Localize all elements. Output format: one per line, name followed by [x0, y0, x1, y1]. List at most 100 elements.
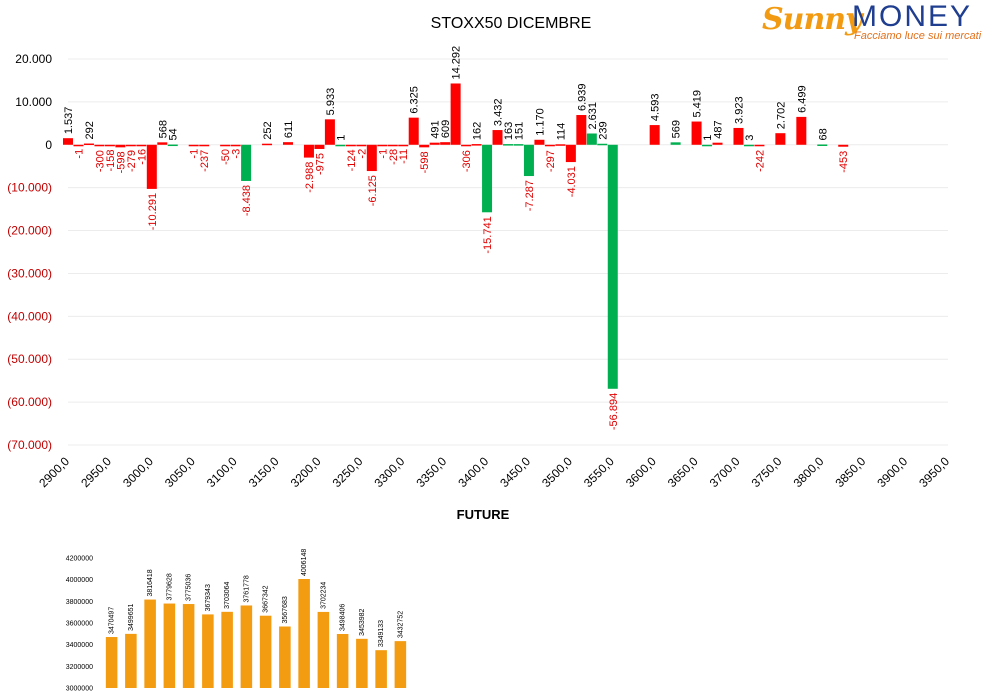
- data-label: -56.894: [608, 393, 620, 430]
- x-tick-label: 2900,0: [36, 454, 72, 490]
- bar: [565, 144, 576, 163]
- bar: [429, 142, 440, 145]
- data-label: 6.499: [796, 85, 808, 113]
- bar: [398, 144, 409, 147]
- bar: [314, 144, 325, 149]
- bar: [83, 143, 94, 146]
- x-tick-label: 3200,0: [288, 454, 324, 490]
- bar: [523, 144, 534, 177]
- future-bar: [317, 611, 330, 688]
- data-label: -15.741: [482, 216, 494, 253]
- data-label: 54: [168, 128, 180, 140]
- sunny-money-logo: Sunny MONEY Facciamo luce sui mercati: [760, 0, 982, 46]
- main-data-labels: 1.537-1292-300-158-598-279-16-10.2915685…: [63, 46, 850, 430]
- data-label: -3: [231, 149, 243, 159]
- data-label: 162: [472, 122, 484, 140]
- data-label: -279: [126, 150, 138, 172]
- data-label: 151: [513, 122, 525, 140]
- future-data-label: 3498406: [340, 604, 347, 631]
- data-label: 6.939: [576, 83, 588, 111]
- y-tick-label: (60.000): [7, 395, 52, 409]
- data-label: -1: [73, 149, 85, 159]
- logo-money-text: MONEY: [852, 0, 973, 33]
- data-label: 2.702: [775, 102, 787, 130]
- y-tick-label: (30.000): [7, 266, 52, 280]
- y-tick-label: (10.000): [7, 181, 52, 195]
- bar: [450, 83, 461, 145]
- future-y-tick-label: 4000000: [66, 577, 93, 584]
- data-label: -237: [199, 150, 211, 172]
- future-bar: [105, 637, 118, 688]
- future-bar: [259, 615, 272, 688]
- x-tick-label: 3950,0: [916, 454, 952, 490]
- data-label: -16: [136, 149, 148, 165]
- y-tick-label: 10.000: [15, 95, 52, 109]
- x-tick-label: 3100,0: [204, 454, 240, 490]
- bar: [366, 144, 377, 172]
- future-bar: [298, 579, 310, 688]
- bar: [283, 142, 293, 145]
- data-label: 491: [430, 120, 442, 138]
- logo-tagline: Facciamo luce sui mercati: [854, 30, 982, 42]
- bar: [534, 139, 545, 145]
- future-data-label: 3761778: [243, 575, 250, 602]
- x-tick-label: 3450,0: [497, 454, 533, 490]
- bar: [167, 144, 178, 147]
- future-data-label: 3775036: [186, 574, 193, 601]
- future-bar: [356, 638, 368, 688]
- data-label: 569: [671, 120, 683, 138]
- data-label: -2: [356, 149, 368, 159]
- x-tick-label: 3150,0: [246, 454, 282, 490]
- bar: [230, 144, 241, 147]
- data-label: 68: [817, 128, 829, 140]
- bar: [838, 144, 849, 147]
- main-bars: [63, 83, 849, 389]
- data-label: -158: [105, 149, 117, 171]
- data-label: -453: [838, 151, 850, 173]
- bar: [125, 144, 136, 147]
- bar: [440, 142, 451, 145]
- data-label: 3: [744, 135, 756, 141]
- data-label: -242: [754, 150, 766, 172]
- bar: [104, 144, 115, 147]
- future-y-tick-label: 3600000: [66, 621, 93, 628]
- future-y-tick-label: 3000000: [66, 686, 93, 693]
- data-label: 114: [555, 123, 567, 141]
- bar: [461, 144, 472, 147]
- x-tick-label: 3850,0: [832, 454, 868, 490]
- main-x-axis: 2900,0 2950,0 3000,0 3050,0 3100,0 3150,0 3200…: [36, 454, 952, 490]
- data-label: 252: [262, 121, 274, 139]
- x-tick-label: 2950,0: [78, 454, 114, 490]
- data-label: -50: [220, 149, 232, 165]
- bar: [796, 116, 807, 145]
- chart-title: STOXX50 DICEMBRE: [431, 15, 592, 32]
- data-label: 487: [713, 120, 725, 138]
- future-y-tick-label: 3800000: [66, 599, 93, 606]
- x-tick-label: 3300,0: [372, 454, 408, 490]
- bar: [356, 144, 367, 147]
- data-label: -1: [189, 149, 201, 159]
- bar: [544, 144, 555, 147]
- x-tick-label: 3000,0: [120, 454, 156, 490]
- data-label: 3.432: [493, 99, 505, 127]
- x-tick-label: 3550,0: [581, 454, 617, 490]
- bar: [199, 144, 210, 147]
- future-data-label: 3349133: [378, 620, 385, 647]
- future-y-tick-label: 3200000: [66, 664, 93, 671]
- future-data-label: 3432752: [397, 611, 404, 638]
- future-data-label: 3567683: [282, 596, 289, 623]
- bar: [146, 144, 157, 189]
- future-data-label: 3703064: [224, 581, 231, 608]
- future-data-label: 3816418: [147, 569, 154, 596]
- bar: [377, 144, 388, 147]
- bar: [419, 144, 430, 148]
- future-bar: [336, 634, 349, 688]
- main-gridlines: [68, 58, 948, 446]
- future-data-label: 3779628: [166, 573, 173, 600]
- x-tick-label: 3700,0: [707, 454, 743, 490]
- bar: [754, 144, 765, 147]
- future-bars: [105, 579, 407, 688]
- bar: [576, 115, 587, 145]
- bar: [482, 144, 493, 213]
